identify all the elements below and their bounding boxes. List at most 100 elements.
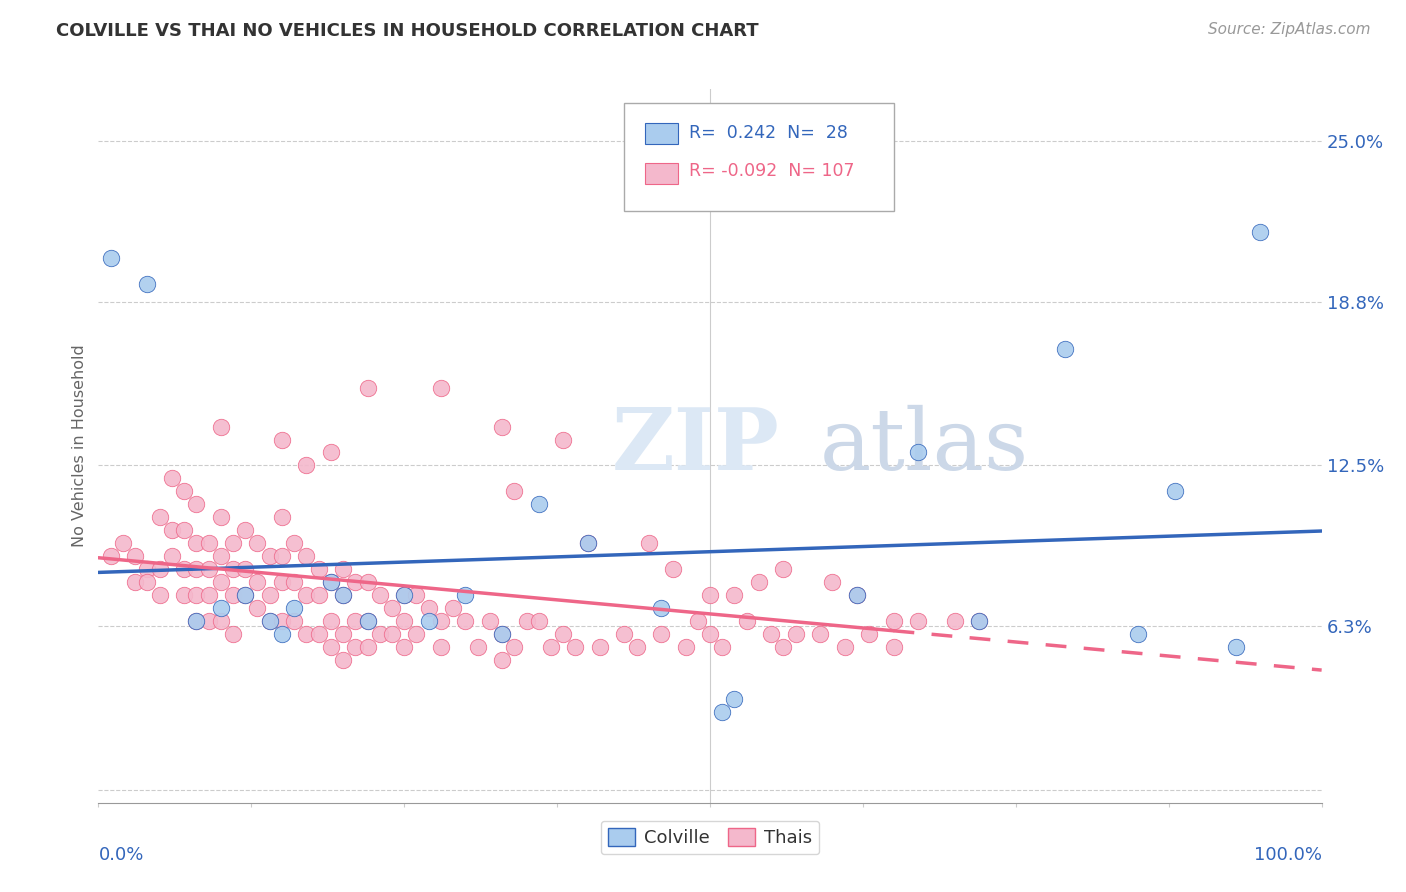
Point (270, 575, 294, 590)
Point (319, 575, 342, 590)
Point (259, 588, 281, 602)
Y-axis label: No Vehicles in Household: No Vehicles in Household (72, 344, 87, 548)
Point (222, 627, 245, 641)
Point (209, 510, 232, 524)
Point (197, 614, 219, 628)
Point (834, 640, 856, 654)
Text: R= -0.092  N= 107: R= -0.092 N= 107 (689, 162, 855, 180)
FancyBboxPatch shape (624, 103, 894, 211)
Point (233, 588, 256, 602)
Point (160, 524, 183, 538)
Point (430, 381, 453, 395)
Point (295, 549, 318, 564)
Point (368, 588, 391, 602)
Point (1225, 640, 1247, 654)
Point (699, 627, 721, 641)
Point (503, 640, 526, 654)
Point (907, 614, 929, 628)
Point (711, 640, 734, 654)
Point (319, 640, 342, 654)
Point (589, 640, 612, 654)
Point (1164, 484, 1187, 499)
Point (124, 549, 146, 564)
Point (197, 562, 219, 576)
Point (711, 705, 734, 719)
Point (637, 536, 661, 550)
Point (136, 562, 159, 576)
Point (356, 640, 378, 654)
Point (308, 588, 330, 602)
Text: 0.0%: 0.0% (98, 846, 143, 863)
Bar (645, 162, 678, 184)
Point (233, 588, 256, 602)
Point (197, 588, 219, 602)
Text: R=  0.242  N=  28: R= 0.242 N= 28 (689, 124, 848, 142)
Point (270, 510, 294, 524)
Point (808, 627, 831, 641)
Point (246, 536, 269, 550)
Point (246, 575, 269, 590)
Point (785, 627, 807, 641)
Point (686, 614, 709, 628)
Point (576, 536, 599, 550)
Point (491, 627, 513, 641)
Point (883, 614, 905, 628)
Point (186, 614, 208, 628)
Text: 100.0%: 100.0% (1254, 846, 1322, 863)
Point (270, 433, 294, 447)
Point (405, 588, 427, 602)
Point (735, 614, 758, 628)
Point (858, 627, 880, 641)
Point (405, 627, 427, 641)
Point (540, 640, 562, 654)
Point (553, 433, 575, 447)
Point (392, 588, 416, 602)
Point (675, 640, 697, 654)
Point (821, 575, 844, 590)
Point (308, 627, 330, 641)
Point (553, 627, 575, 641)
Point (160, 549, 183, 564)
Point (491, 653, 513, 667)
Point (392, 640, 416, 654)
Point (209, 614, 232, 628)
Point (332, 562, 354, 576)
Point (160, 471, 183, 485)
Point (564, 640, 586, 654)
Text: atlas: atlas (820, 404, 1029, 488)
Text: Source: ZipAtlas.com: Source: ZipAtlas.com (1208, 22, 1371, 37)
Point (209, 419, 232, 434)
Point (441, 601, 464, 615)
Point (967, 614, 990, 628)
Point (295, 458, 318, 473)
Point (967, 614, 990, 628)
Point (319, 445, 342, 459)
Point (883, 640, 905, 654)
Point (173, 484, 195, 499)
Point (772, 640, 794, 654)
Point (270, 627, 294, 641)
Point (308, 562, 330, 576)
Point (173, 524, 195, 538)
Point (173, 562, 195, 576)
Point (527, 614, 550, 628)
Point (626, 640, 648, 654)
Point (173, 588, 195, 602)
Point (100, 549, 122, 564)
Point (454, 614, 477, 628)
Point (368, 627, 391, 641)
Point (295, 627, 318, 641)
Point (381, 601, 404, 615)
Point (1053, 342, 1076, 356)
Point (209, 575, 232, 590)
Point (332, 653, 354, 667)
Point (197, 536, 219, 550)
Point (209, 549, 232, 564)
Point (319, 614, 342, 628)
Point (418, 614, 440, 628)
Point (283, 601, 305, 615)
Point (1128, 627, 1150, 641)
Bar (645, 123, 678, 145)
Point (381, 627, 404, 641)
Point (467, 640, 489, 654)
